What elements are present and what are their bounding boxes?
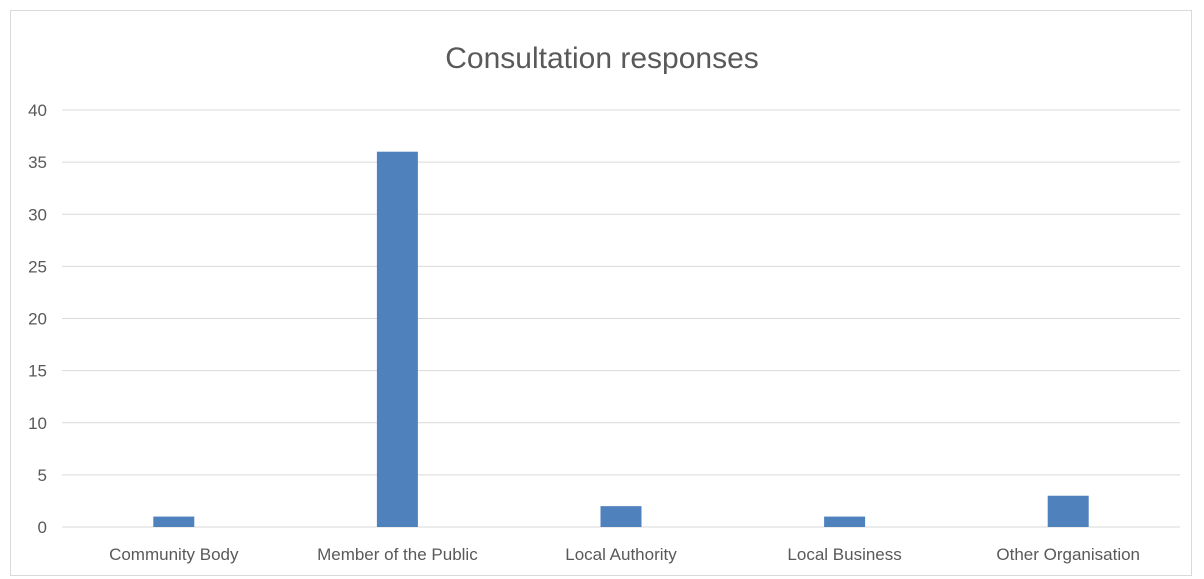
- y-tick-label: 20: [28, 310, 47, 329]
- chart-area: [10, 10, 1192, 576]
- y-tick-label: 15: [28, 362, 47, 381]
- bar: [153, 516, 195, 527]
- y-tick-label: 25: [28, 257, 47, 276]
- x-tick-label: Local Business: [787, 545, 901, 564]
- y-tick-label: 10: [28, 414, 47, 433]
- bar: [376, 151, 418, 527]
- y-tick-label: 0: [38, 518, 47, 537]
- bar: [824, 516, 866, 527]
- y-tick-label: 35: [28, 153, 47, 172]
- x-tick-label: Member of the Public: [317, 545, 478, 564]
- x-tick-label: Other Organisation: [996, 545, 1140, 564]
- bar: [600, 506, 642, 527]
- y-tick-label: 30: [28, 205, 47, 224]
- y-tick-label: 5: [38, 466, 47, 485]
- bar: [1047, 495, 1089, 527]
- x-tick-label: Community Body: [109, 545, 239, 564]
- y-tick-label: 40: [28, 101, 47, 120]
- chart-title: Consultation responses: [445, 42, 759, 75]
- x-tick-label: Local Authority: [565, 545, 677, 564]
